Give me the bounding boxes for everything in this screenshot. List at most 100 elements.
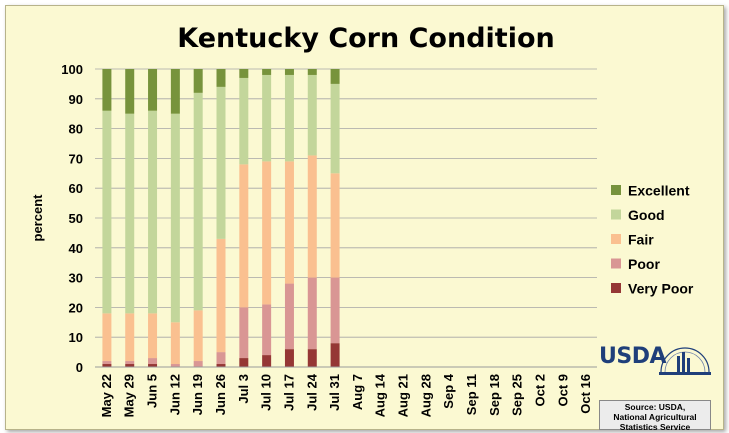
x-tick-label: Jul 31 (327, 374, 342, 411)
bar-segment (148, 313, 158, 359)
bar-segment (330, 173, 340, 278)
legend-swatch (611, 258, 621, 269)
bar-segment (330, 343, 340, 367)
bar-segment (330, 69, 340, 84)
y-tick-label: 50 (69, 211, 83, 226)
bar-segment (284, 283, 294, 350)
bar-segment (216, 352, 226, 365)
bar-segment (262, 161, 272, 305)
bar-segment (148, 110, 158, 314)
legend-swatch (611, 283, 621, 293)
bar-segment (148, 358, 158, 365)
bar-segment (193, 92, 203, 311)
x-tick-label: Aug 28 (418, 374, 433, 417)
legend-label: Poor (628, 256, 660, 272)
bar-segment (216, 238, 226, 353)
x-tick-label: Jun 5 (145, 374, 160, 408)
bar-segment (216, 69, 226, 87)
legend-swatch (611, 234, 621, 244)
agriculture-counts-seal (659, 347, 711, 375)
bar-segment (125, 361, 135, 365)
bar-segment (284, 74, 294, 162)
x-tick-label: Aug 14 (373, 373, 388, 417)
bar-segment (262, 304, 272, 356)
source-line-3: Statistics Service (619, 422, 691, 432)
x-tick-label: Jul 3 (236, 374, 251, 404)
bar-segment (239, 69, 249, 78)
source-line-1: Source: USDA, (624, 402, 686, 412)
bar-segment (216, 86, 226, 239)
bar-segment (102, 364, 112, 367)
bar-segment (239, 358, 249, 367)
bar-segment (284, 349, 294, 367)
x-tick-label: Sep 25 (510, 374, 525, 416)
gridlines (95, 68, 597, 338)
bar-segment (307, 277, 317, 350)
bars (102, 69, 340, 367)
bar-segment (193, 310, 203, 362)
x-axis-ticks: May 22 May 29 Jun 5 Jun 12 Jun 19 Jun 26 Jul 3… (99, 373, 593, 417)
y-tick-label: 30 (69, 271, 83, 286)
x-tick-label: Jul 24 (304, 373, 319, 411)
legend-swatch (611, 209, 621, 220)
bar-segment (148, 69, 158, 111)
usda-wordmark: USDA (599, 344, 667, 369)
legend-label: Excellent (628, 183, 690, 199)
bar-segment (239, 307, 249, 359)
bar-segment (330, 83, 340, 174)
bar-segment (170, 113, 180, 323)
bar-segment (284, 161, 294, 284)
x-tick-label: May 29 (122, 374, 137, 417)
usda-logo-block: USDA Source: USDA, National Agricultural… (595, 342, 717, 432)
x-tick-label: Aug 21 (396, 374, 411, 417)
bar-segment (125, 364, 135, 367)
y-tick-label: 0 (76, 360, 83, 375)
y-axis-ticks: 0 10 20 30 40 50 60 70 80 90 100 (61, 62, 83, 375)
x-tick-label: Jun 12 (167, 374, 182, 415)
bar-segment (262, 69, 272, 75)
bar-segment (239, 164, 249, 308)
bar-segment (216, 364, 226, 367)
y-tick-label: 90 (69, 92, 83, 107)
bar-segment (102, 110, 112, 314)
source-note: Source: USDA, National Agricultural Stat… (599, 400, 711, 432)
source-line-2: National Agricultural (613, 412, 697, 422)
bar-segment (170, 364, 180, 367)
x-tick-label: Oct 9 (555, 374, 570, 407)
bar-segment (330, 277, 340, 344)
x-tick-label: Jun 19 (190, 374, 205, 415)
bar-segment (170, 322, 180, 365)
bar-segment (125, 113, 135, 314)
x-tick-label: May 22 (99, 374, 114, 417)
legend: Excellent Good Fair Poor Very Poor (611, 183, 694, 297)
bar-segment (284, 69, 294, 75)
y-tick-label: 100 (61, 62, 83, 77)
bar-segment (307, 74, 317, 156)
x-tick-label: Oct 2 (532, 374, 547, 407)
usda-logo: USDA (595, 342, 717, 382)
x-tick-label: Sep 18 (487, 374, 502, 416)
bar-segment (102, 361, 112, 365)
bar-segment (102, 313, 112, 362)
bar-segment (262, 355, 272, 367)
legend-label: Fair (628, 232, 654, 248)
y-axis-label: percent (30, 194, 45, 242)
bar-segment (307, 69, 317, 75)
y-tick-label: 60 (69, 181, 83, 196)
bar-segment (193, 361, 203, 367)
y-tick-label: 40 (69, 241, 83, 256)
bar-segment (239, 77, 249, 165)
x-tick-label: Jul 10 (259, 374, 274, 411)
bar-segment (262, 74, 272, 162)
bar-segment (102, 69, 112, 111)
y-tick-label: 80 (69, 122, 83, 137)
x-tick-label: Sep 4 (441, 373, 456, 408)
x-tick-label: Jun 26 (213, 374, 228, 415)
legend-label: Very Poor (628, 281, 694, 297)
y-tick-label: 20 (69, 300, 83, 315)
legend-label: Good (628, 207, 665, 223)
bar-segment (193, 69, 203, 93)
x-tick-label: Aug 7 (350, 374, 365, 410)
x-tick-label: Oct 16 (578, 374, 593, 414)
